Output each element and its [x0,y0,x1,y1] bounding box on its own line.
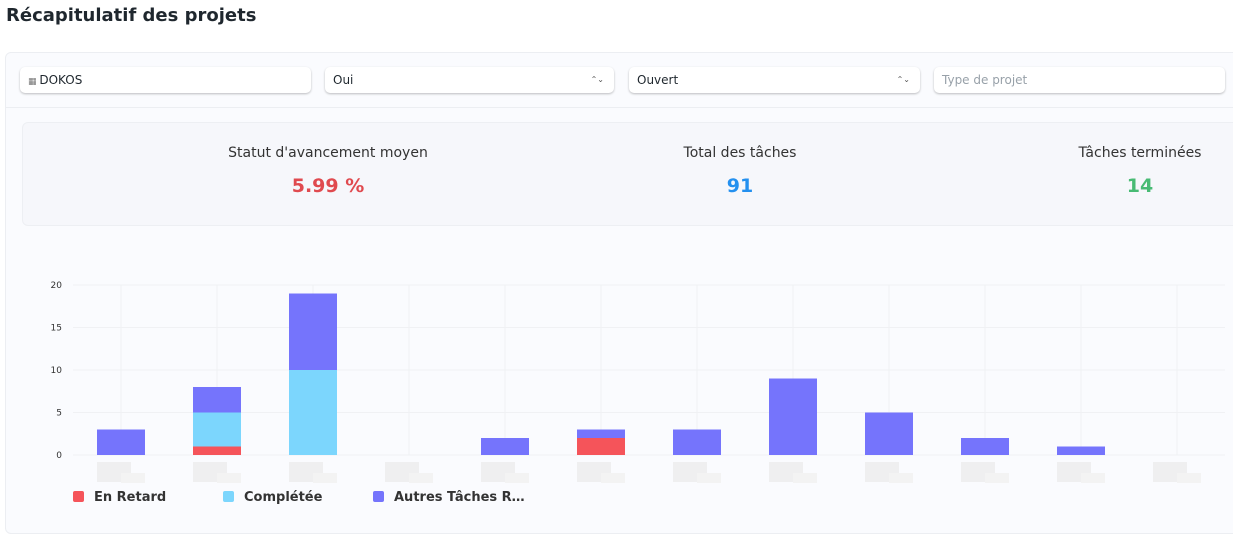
select-filter[interactable]: Ouvert ⌃⌄ [629,67,920,93]
y-tick-label: 10 [51,366,63,376]
divider [5,107,1233,108]
bar-segment [193,446,241,455]
bar-segment [193,387,241,413]
legend-label: En Retard [94,490,166,505]
bar-segment [961,438,1009,455]
type-filter[interactable]: Type de projet [934,67,1225,93]
bar-segment [481,438,529,455]
bar-segment [289,293,337,370]
y-tick-label: 20 [51,281,63,291]
x-label-blur [601,473,625,483]
legend-swatch [373,491,384,502]
chart: 0 5 10 15 20 En Retard Complétée Autres Tâches … [51,281,1225,505]
filter-value: Oui [333,73,354,87]
x-label-blur [409,473,433,483]
legend-label: Complétée [244,490,323,505]
stats-card [22,122,1233,226]
x-label-blur [313,473,337,483]
select-filter[interactable]: Oui ⌃⌄ [325,67,614,93]
bar-segment [193,412,241,447]
x-label-blur [793,473,817,483]
stat-label: Tâches terminées [1078,145,1202,161]
filter-value: DOKOS [39,73,83,87]
stat-value: 91 [726,175,754,197]
stat-value: 5.99 % [291,175,365,197]
y-tick-label: 0 [56,451,62,461]
stat-label: Statut d'avancement moyen [228,145,428,161]
y-tick-label: 15 [51,324,62,334]
filter-value: Ouvert [637,73,679,87]
x-label-blur [697,473,721,483]
legend-swatch [73,491,84,502]
bar-segment [1057,446,1105,455]
company-filter[interactable]: ▦ DOKOS [20,67,311,93]
page-title: Récapitulatif des projets [6,5,257,26]
legend-swatch [223,491,234,502]
bar-segment [769,378,817,455]
y-tick-label: 5 [56,409,62,419]
bar-segment [673,429,721,455]
x-label-blur [985,473,1009,483]
stat-label: Total des tâches [683,145,797,161]
legend-label: Autres Tâches R… [394,490,525,505]
x-label-blur [505,473,529,483]
x-label-blur [1177,473,1201,483]
x-label-blur [889,473,913,483]
bar-segment [865,412,913,455]
x-label-blur [121,473,145,483]
bar-segment [97,429,145,455]
x-label-blur [217,473,241,483]
stat-value: 14 [1126,175,1154,197]
bar-segment [577,429,625,438]
bar-segment [577,438,625,455]
bar-segment [289,370,337,455]
x-label-blur [1081,473,1105,483]
